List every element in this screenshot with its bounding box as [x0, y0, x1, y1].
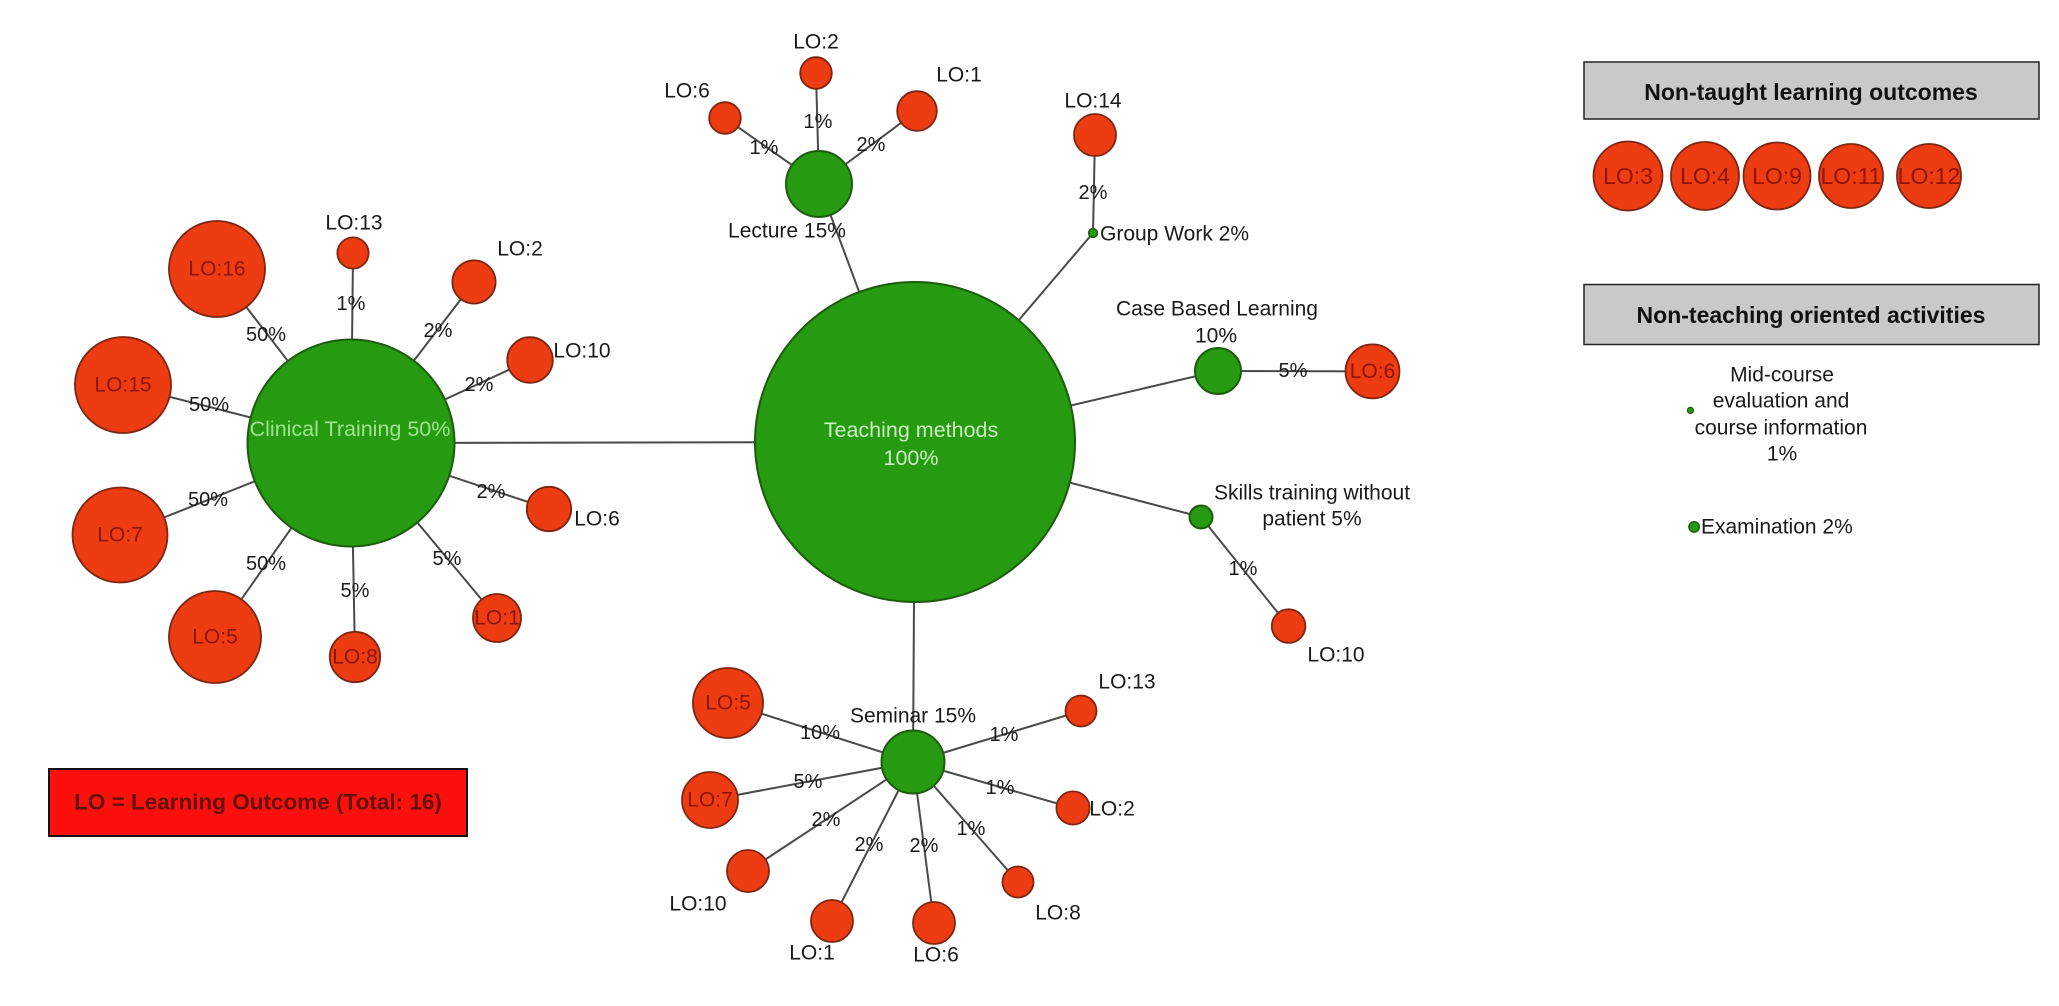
svg-text:LO:14: LO:14 [1064, 90, 1122, 113]
svg-text:LO:16: LO:16 [188, 258, 245, 281]
svg-text:1%: 1% [1229, 558, 1258, 580]
svg-text:LO:2: LO:2 [793, 31, 839, 54]
svg-text:LO:2: LO:2 [1089, 798, 1135, 821]
svg-text:LO:8: LO:8 [1035, 902, 1081, 925]
svg-text:50%: 50% [246, 553, 286, 575]
svg-text:Lecture 15%: Lecture 15% [728, 220, 846, 243]
svg-text:course information: course information [1695, 417, 1868, 440]
svg-text:LO:10: LO:10 [1307, 644, 1364, 667]
svg-text:2%: 2% [812, 809, 841, 831]
svg-text:LO:15: LO:15 [94, 374, 151, 397]
svg-text:LO:7: LO:7 [687, 789, 733, 812]
svg-text:1%: 1% [957, 818, 986, 840]
svg-text:5%: 5% [794, 771, 823, 793]
svg-text:Seminar 15%: Seminar 15% [850, 705, 976, 728]
svg-text:Case Based Learning: Case Based Learning [1116, 298, 1318, 321]
svg-text:evaluation and: evaluation and [1713, 390, 1850, 413]
svg-text:Clinical Training 50%: Clinical Training 50% [250, 417, 451, 441]
svg-text:LO:1: LO:1 [936, 64, 982, 87]
svg-text:Teaching methods: Teaching methods [824, 418, 999, 442]
svg-text:LO:5: LO:5 [705, 692, 751, 715]
svg-text:LO:1: LO:1 [474, 607, 520, 630]
svg-text:LO:3: LO:3 [1603, 163, 1653, 189]
svg-text:LO:9: LO:9 [1752, 163, 1802, 189]
svg-text:LO:6: LO:6 [913, 944, 959, 967]
svg-text:5%: 5% [341, 580, 370, 602]
svg-text:LO:4: LO:4 [1680, 163, 1730, 189]
svg-text:2%: 2% [910, 835, 939, 857]
svg-text:2%: 2% [857, 134, 886, 156]
svg-text:LO:6: LO:6 [1350, 360, 1396, 383]
svg-text:2%: 2% [1079, 182, 1108, 204]
svg-text:Non-taught learning outcomes: Non-taught learning outcomes [1644, 79, 1978, 105]
svg-text:1%: 1% [990, 724, 1019, 746]
svg-text:Skills training without: Skills training without [1214, 482, 1410, 505]
svg-text:LO:6: LO:6 [574, 508, 620, 531]
svg-text:LO:13: LO:13 [1098, 671, 1155, 694]
svg-text:LO:11: LO:11 [1821, 163, 1882, 189]
svg-text:1%: 1% [1767, 443, 1797, 466]
svg-text:LO = Learning Outcome (Total:: LO = Learning Outcome (Total: 16) [74, 790, 442, 815]
svg-text:LO:5: LO:5 [192, 626, 238, 649]
svg-text:LO:10: LO:10 [553, 340, 610, 363]
svg-text:Examination 2%: Examination 2% [1701, 516, 1853, 539]
svg-text:50%: 50% [246, 324, 286, 346]
svg-text:Group Work 2%: Group Work 2% [1100, 223, 1249, 246]
svg-text:1%: 1% [337, 293, 366, 315]
svg-text:LO:1: LO:1 [789, 942, 835, 965]
svg-text:Mid-course: Mid-course [1730, 364, 1834, 387]
svg-text:1%: 1% [986, 777, 1015, 799]
svg-text:10%: 10% [800, 722, 840, 744]
svg-text:1%: 1% [804, 111, 833, 133]
svg-text:50%: 50% [188, 489, 228, 511]
svg-text:LO:6: LO:6 [664, 80, 710, 103]
svg-text:Non-teaching oriented activiti: Non-teaching oriented activities [1637, 302, 1986, 328]
svg-text:5%: 5% [433, 548, 462, 570]
svg-text:2%: 2% [465, 374, 494, 396]
svg-text:LO:13: LO:13 [325, 212, 382, 235]
svg-text:LO:12: LO:12 [1898, 163, 1961, 189]
svg-text:1%: 1% [750, 137, 779, 159]
svg-text:50%: 50% [189, 394, 229, 416]
svg-text:LO:2: LO:2 [497, 238, 543, 261]
svg-text:5%: 5% [1279, 360, 1308, 382]
svg-text:patient 5%: patient 5% [1262, 508, 1361, 531]
svg-text:2%: 2% [855, 834, 884, 856]
svg-text:LO:10: LO:10 [669, 893, 726, 916]
svg-text:2%: 2% [477, 481, 506, 503]
svg-text:10%: 10% [1195, 325, 1237, 348]
svg-text:2%: 2% [424, 320, 453, 342]
svg-text:100%: 100% [884, 446, 939, 470]
svg-text:LO:7: LO:7 [97, 524, 143, 547]
svg-text:LO:8: LO:8 [332, 646, 378, 669]
